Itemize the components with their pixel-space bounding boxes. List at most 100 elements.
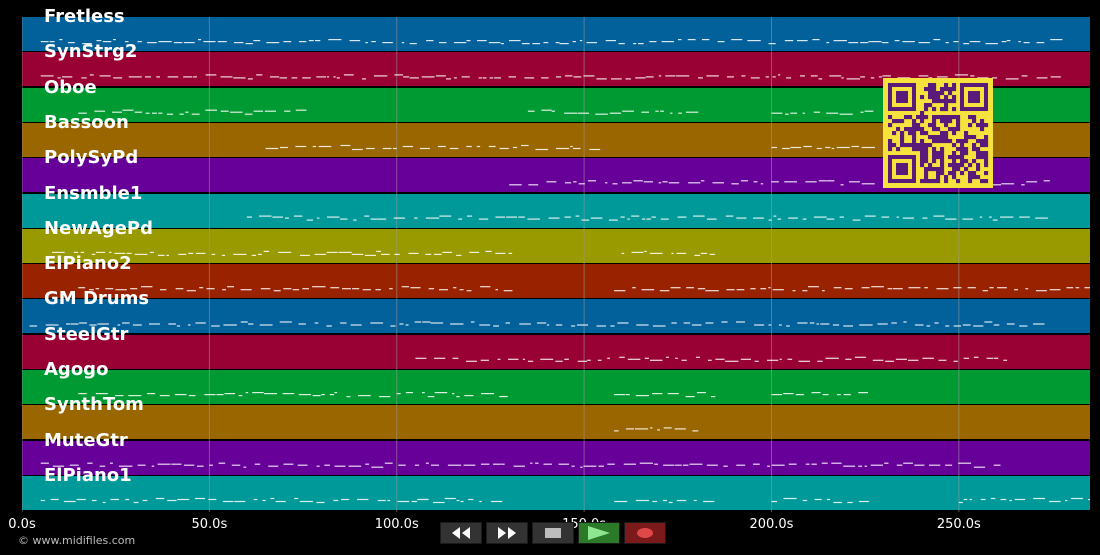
note-mark: [665, 75, 676, 77]
note-mark: [1001, 183, 1015, 185]
qr-module: [920, 155, 925, 160]
note-mark: [644, 250, 647, 252]
note-mark: [506, 216, 518, 218]
qr-module: [976, 155, 981, 160]
note-mark: [663, 499, 667, 502]
note-mark: [80, 251, 85, 253]
note-mark: [726, 289, 735, 291]
note-mark: [133, 501, 139, 504]
note-mark: [811, 392, 821, 394]
note-mark: [476, 145, 481, 148]
note-mark: [183, 42, 195, 44]
record-button[interactable]: [624, 522, 666, 544]
note-mark: [427, 396, 435, 398]
note-mark: [693, 499, 697, 502]
note-mark: [659, 290, 670, 292]
note-mark: [958, 501, 963, 504]
note-mark: [731, 39, 743, 41]
note-mark: [572, 41, 576, 43]
note-mark: [903, 462, 913, 464]
note-mark: [706, 75, 719, 77]
qr-module: [928, 95, 933, 100]
note-mark: [676, 499, 687, 502]
note-mark: [903, 321, 907, 323]
note-mark: [365, 42, 368, 44]
note-mark: [45, 324, 59, 326]
note-mark: [425, 217, 440, 219]
track-lane[interactable]: [22, 405, 1090, 440]
note-mark: [982, 290, 988, 292]
qr-module: [932, 135, 937, 140]
note-mark: [185, 111, 189, 113]
track-lane[interactable]: [22, 228, 1090, 263]
note-mark: [209, 464, 213, 466]
note-mark: [703, 500, 715, 503]
qr-module: [912, 127, 917, 132]
track-lane[interactable]: [22, 193, 1090, 228]
note-mark: [546, 324, 550, 326]
qr-module: [928, 179, 933, 184]
note-mark: [394, 74, 404, 76]
note-mark: [294, 497, 299, 500]
note-mark: [984, 321, 993, 323]
note-mark: [535, 148, 549, 151]
note-mark: [786, 77, 792, 79]
qr-module: [964, 151, 969, 156]
note-mark: [224, 393, 236, 395]
note-mark: [934, 322, 939, 324]
qr-module: [980, 179, 985, 184]
qr-module: [888, 147, 893, 152]
note-mark: [314, 253, 326, 255]
note-mark: [810, 75, 818, 77]
note-mark: [772, 76, 776, 78]
note-mark: [252, 392, 264, 394]
qr-module: [956, 127, 961, 132]
note-mark: [459, 289, 464, 291]
note-mark: [402, 145, 413, 148]
note-mark: [513, 465, 525, 467]
note-mark: [817, 360, 823, 362]
qr-module: [940, 87, 945, 92]
note-mark: [447, 464, 462, 466]
note-mark: [40, 499, 45, 502]
note-mark: [779, 358, 782, 360]
track-lane[interactable]: [22, 475, 1090, 510]
stop-button[interactable]: [532, 522, 574, 544]
note-mark: [437, 145, 446, 148]
track-lane[interactable]: [22, 440, 1090, 475]
qr-module: [952, 163, 957, 168]
note-mark: [783, 497, 797, 500]
qr-code[interactable]: [883, 78, 993, 188]
note-mark: [607, 357, 610, 359]
tick-label: 50.0s: [191, 517, 228, 532]
play-button[interactable]: [578, 522, 620, 544]
qr-module: [984, 151, 989, 156]
note-mark: [464, 395, 474, 397]
note-mark: [635, 499, 650, 502]
qr-module: [944, 131, 949, 136]
note-mark: [870, 464, 884, 466]
qr-module: [920, 131, 925, 136]
note-mark: [609, 219, 618, 221]
note-mark: [321, 394, 325, 396]
qr-module: [948, 171, 953, 176]
note-mark: [468, 498, 474, 501]
qr-module: [912, 147, 917, 152]
track-lane[interactable]: [22, 264, 1090, 299]
note-mark: [291, 77, 298, 79]
note-mark: [394, 253, 400, 255]
note-mark: [818, 180, 827, 182]
note-mark: [409, 77, 419, 79]
track-lane[interactable]: [22, 370, 1090, 404]
note-mark: [670, 112, 673, 114]
fast-forward-button[interactable]: [486, 522, 528, 544]
note-mark: [536, 322, 547, 324]
track-lane[interactable]: [22, 299, 1090, 334]
track-lane[interactable]: [22, 334, 1090, 369]
rewind-button[interactable]: [440, 522, 482, 544]
track-lane[interactable]: [22, 17, 1090, 51]
note-mark: [480, 286, 491, 288]
note-mark: [94, 110, 106, 112]
note-mark: [253, 40, 261, 42]
note-mark: [614, 290, 626, 292]
